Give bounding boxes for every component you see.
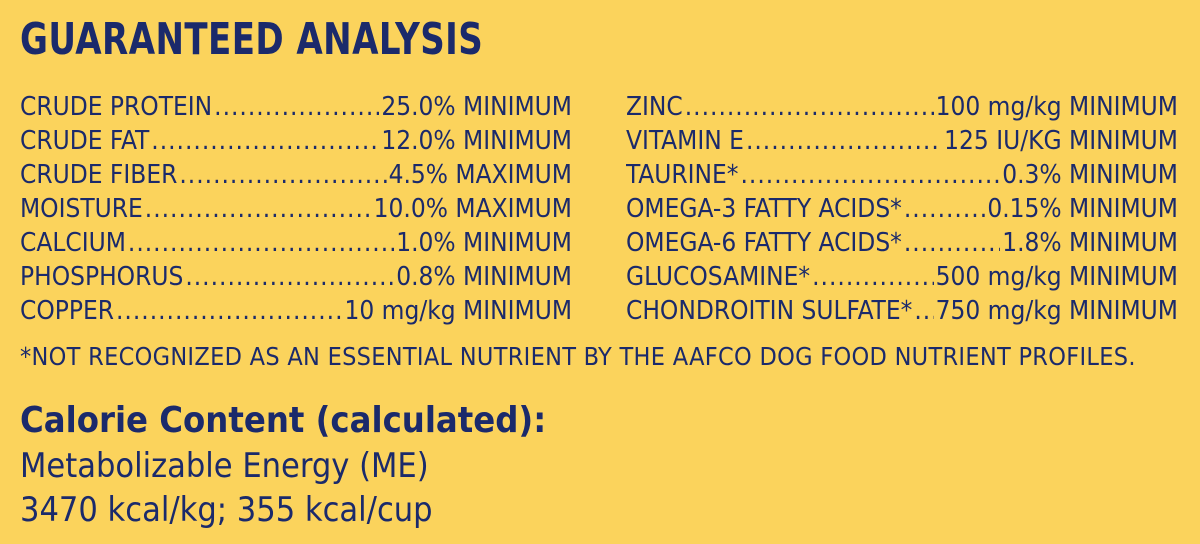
nutrient-row: VITAMIN E 125 IU/KG MINIMUM [626, 124, 1178, 158]
nutrient-value: 10.0% MAXIMUM [373, 194, 572, 224]
footnote: *NOT RECOGNIZED AS AN ESSENTIAL NUTRIENT… [20, 342, 1136, 371]
dot-leader [128, 226, 394, 260]
dot-leader [685, 90, 934, 124]
nutrient-value: 0.3% MINIMUM [1002, 160, 1178, 190]
nutrient-value: 25.0% MINIMUM [381, 92, 572, 122]
dot-leader [145, 192, 372, 226]
nutrient-name: CRUDE FIBER [20, 160, 178, 190]
nutrient-row: ZINC 100 mg/kg MINIMUM [626, 90, 1178, 124]
nutrient-name: TAURINE* [626, 160, 739, 190]
dot-leader [746, 124, 942, 158]
nutrient-value: 12.0% MINIMUM [381, 126, 572, 156]
nutrient-row: COPPER 10 mg/kg MINIMUM [20, 294, 572, 328]
nutrient-name: CRUDE PROTEIN [20, 92, 213, 122]
dot-leader [185, 260, 394, 294]
nutrient-row: CRUDE PROTEIN 25.0% MINIMUM [20, 90, 572, 124]
nutrient-name: MOISTURE [20, 194, 143, 224]
nutrient-row: CHONDROITIN SULFATE* 750 mg/kg MINIMUM [626, 294, 1178, 328]
dot-leader [151, 124, 379, 158]
calorie-energy-value: 3470 kcal/kg; 355 kcal/cup [20, 490, 433, 530]
dot-leader [116, 294, 343, 328]
dot-leader [741, 158, 1001, 192]
nutrient-row: GLUCOSAMINE* 500 mg/kg MINIMUM [626, 260, 1178, 294]
nutrient-name: CRUDE FAT [20, 126, 150, 156]
analysis-column-right: ZINC 100 mg/kg MINIMUM VITAMIN E 125 IU/… [626, 90, 1178, 328]
nutrient-name: OMEGA-3 FATTY ACIDS* [626, 194, 902, 224]
dot-leader [179, 158, 386, 192]
dot-leader [904, 226, 1000, 260]
nutrient-value: 0.8% MINIMUM [396, 262, 572, 292]
nutrient-value: 100 mg/kg MINIMUM [935, 92, 1178, 122]
nutrient-row: PHOSPHORUS 0.8% MINIMUM [20, 260, 572, 294]
nutrient-name: ZINC [626, 92, 683, 122]
nutrient-name: CHONDROITIN SULFATE* [626, 296, 913, 326]
nutrient-row: TAURINE* 0.3% MINIMUM [626, 158, 1178, 192]
nutrient-name: COPPER [20, 296, 114, 326]
nutrient-value: 4.5% MAXIMUM [388, 160, 572, 190]
nutrient-name: GLUCOSAMINE* [626, 262, 811, 292]
dot-leader [914, 294, 933, 328]
dot-leader [214, 90, 379, 124]
nutrient-row: OMEGA-6 FATTY ACIDS* 1.8% MINIMUM [626, 226, 1178, 260]
nutrient-name: CALCIUM [20, 228, 126, 258]
analysis-table: CRUDE PROTEIN 25.0% MINIMUM CRUDE FAT 12… [20, 90, 1178, 328]
nutrient-name: OMEGA-6 FATTY ACIDS* [626, 228, 902, 258]
nutrient-value: 1.0% MINIMUM [396, 228, 572, 258]
nutrient-value: 750 mg/kg MINIMUM [935, 296, 1178, 326]
nutrient-row: CALCIUM 1.0% MINIMUM [20, 226, 572, 260]
calorie-heading: Calorie Content (calculated): [20, 400, 547, 441]
nutrient-value: 1.8% MINIMUM [1002, 228, 1178, 258]
nutrient-row: CRUDE FIBER 4.5% MAXIMUM [20, 158, 572, 192]
analysis-column-left: CRUDE PROTEIN 25.0% MINIMUM CRUDE FAT 12… [20, 90, 572, 328]
calorie-energy-label: Metabolizable Energy (ME) [20, 446, 429, 486]
nutrient-value: 125 IU/KG MINIMUM [944, 126, 1178, 156]
dot-leader [904, 192, 985, 226]
nutrient-name: PHOSPHORUS [20, 262, 184, 292]
nutrient-value: 500 mg/kg MINIMUM [935, 262, 1178, 292]
page-title: GUARANTEED ANALYSIS [20, 14, 484, 65]
nutrient-row: MOISTURE 10.0% MAXIMUM [20, 192, 572, 226]
nutrient-row: OMEGA-3 FATTY ACIDS* 0.15% MINIMUM [626, 192, 1178, 226]
nutrient-row: CRUDE FAT 12.0% MINIMUM [20, 124, 572, 158]
nutrient-value: 0.15% MINIMUM [987, 194, 1178, 224]
nutrient-name: VITAMIN E [626, 126, 744, 156]
nutrient-value: 10 mg/kg MINIMUM [344, 296, 573, 326]
dot-leader [812, 260, 934, 294]
